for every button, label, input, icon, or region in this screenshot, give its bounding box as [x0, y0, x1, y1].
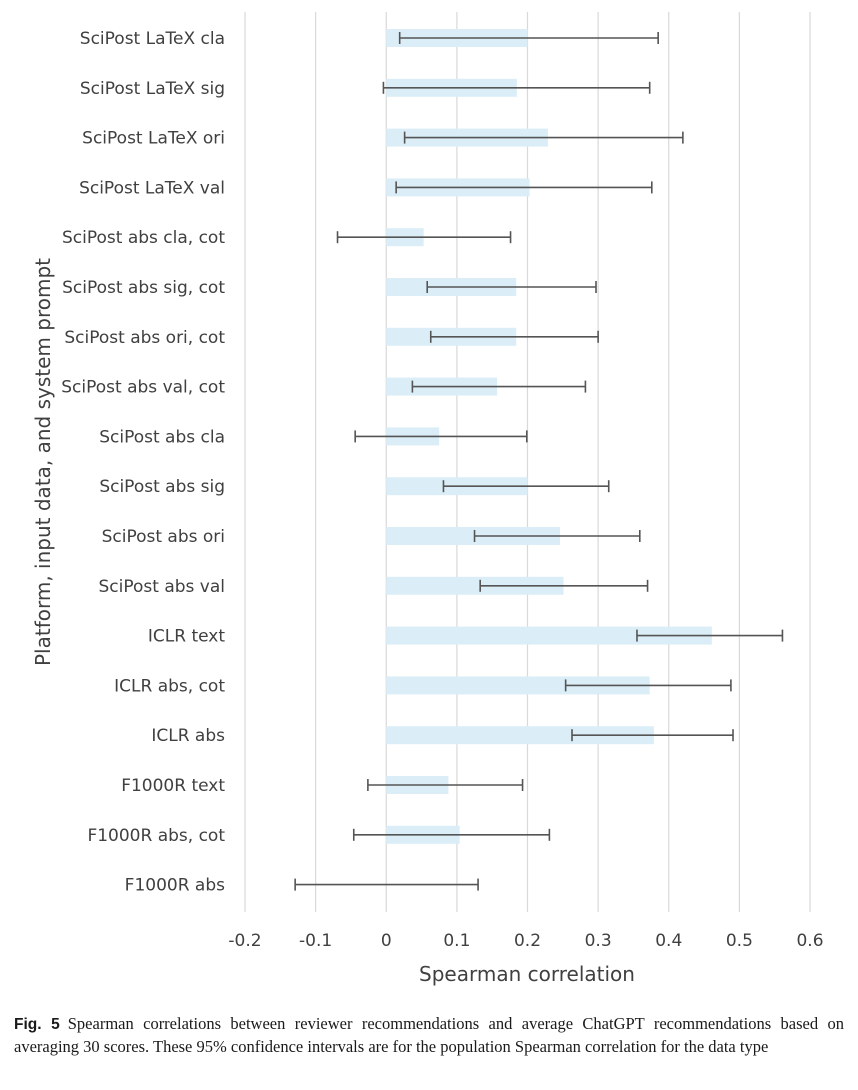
x-axis-title: Spearman correlation — [419, 962, 635, 986]
category-label: SciPost abs ori, cot — [64, 328, 225, 348]
x-tick-label: 0.3 — [585, 931, 612, 951]
category-label: SciPost abs val — [98, 577, 225, 597]
x-tick-label: 0.1 — [443, 931, 470, 951]
category-label: ICLR text — [148, 627, 225, 647]
category-label: F1000R text — [121, 776, 225, 796]
category-label: F1000R abs — [125, 876, 225, 896]
category-label: SciPost LaTeX val — [79, 178, 225, 198]
figure-caption: Fig. 5 Spearman correlations between revi… — [14, 1013, 844, 1058]
category-label: ICLR abs — [151, 726, 225, 746]
bar — [386, 676, 650, 695]
category-label: SciPost abs sig — [99, 477, 225, 497]
x-tick-label: 0.5 — [726, 931, 753, 951]
category-label: SciPost abs ori — [102, 527, 225, 547]
x-tick-labels: -0.2 -0.1 0 0.1 0.2 0.3 0.4 0.5 0.6 — [228, 931, 823, 951]
bar — [386, 576, 564, 595]
error-bars — [294, 32, 784, 891]
x-tick-label: 0 — [381, 931, 392, 951]
category-labels: SciPost LaTeX cla SciPost LaTeX sig SciPos… — [61, 29, 225, 896]
x-tick-label: 0.2 — [514, 931, 541, 951]
spearman-correlation-chart: SciPost LaTeX cla SciPost LaTeX sig SciPos… — [31, 12, 824, 986]
x-tick-label: -0.2 — [228, 931, 261, 951]
bar — [386, 626, 712, 645]
category-label: SciPost abs cla — [99, 427, 225, 447]
bar — [386, 527, 560, 545]
category-label: SciPost LaTeX sig — [80, 79, 225, 99]
category-label: SciPost abs cla, cot — [62, 228, 225, 248]
category-label: SciPost LaTeX ori — [82, 129, 225, 149]
category-label: SciPost abs val, cot — [61, 378, 225, 398]
x-tick-label: 0.4 — [655, 931, 682, 951]
category-label: F1000R abs, cot — [87, 826, 225, 846]
x-tick-label: -0.1 — [299, 931, 332, 951]
x-tick-label: 0.6 — [796, 931, 823, 951]
gridlines — [244, 12, 811, 912]
y-axis-title: Platform, input data, and system prompt — [31, 258, 55, 666]
category-label: SciPost LaTeX cla — [80, 29, 225, 49]
figure-label: Fig. 5 — [14, 1016, 60, 1033]
category-label: SciPost abs sig, cot — [62, 278, 225, 298]
caption-text: Spearman correlations between reviewer r… — [14, 1014, 844, 1056]
bar — [386, 726, 654, 745]
category-label: ICLR abs, cot — [114, 676, 225, 696]
